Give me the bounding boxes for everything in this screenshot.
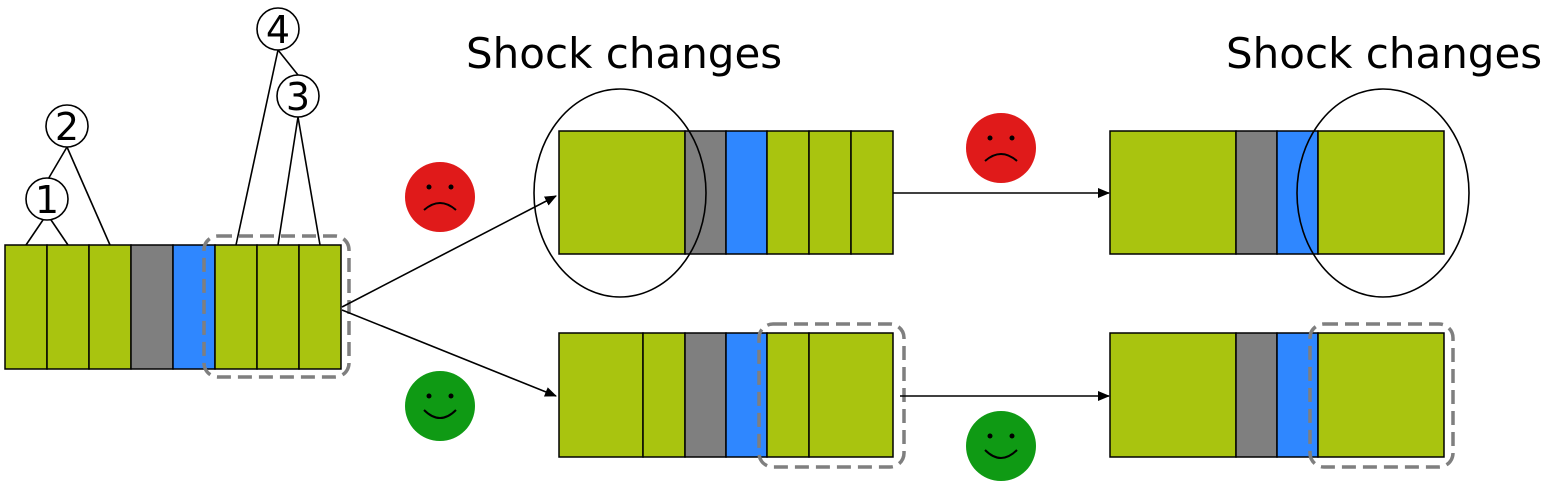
mesh-cell	[558, 332, 644, 458]
mesh-cell	[4, 244, 48, 370]
mesh-cell	[88, 244, 132, 370]
happy-face-icon	[966, 411, 1036, 481]
arrow-down	[341, 309, 557, 397]
mesh-cell	[46, 244, 90, 370]
mesh-cell-gray	[684, 332, 727, 458]
mesh-cell	[1109, 332, 1237, 458]
arrow-up	[341, 195, 557, 308]
mesh-cell	[1317, 130, 1445, 255]
mesh-cell	[766, 332, 810, 458]
tree-node-2: 2	[45, 104, 89, 149]
mesh-cell	[642, 332, 686, 458]
mesh-top-right	[1109, 88, 1470, 298]
title-shock-changes-left: Shock changes	[466, 29, 782, 78]
node-label-3: 3	[286, 75, 310, 119]
mesh-cell	[558, 130, 686, 255]
mesh-cell	[256, 244, 300, 370]
mesh-cell	[850, 130, 894, 255]
title-shock-changes-right: Shock changes	[1226, 29, 1542, 78]
tree-node-1: 1	[25, 177, 69, 222]
mesh-cell	[808, 332, 894, 458]
mesh-cell	[808, 130, 852, 255]
dashed-selection	[202, 234, 351, 379]
mesh-bottom-middle	[558, 322, 906, 469]
mesh-cell	[298, 244, 342, 370]
mesh-cell-blue	[1276, 332, 1319, 458]
initial-mesh	[4, 234, 351, 379]
mesh-cell-gray	[1235, 332, 1278, 458]
merge-tree	[25, 49, 321, 246]
mesh-cell	[1109, 130, 1237, 255]
mesh-bottom-right	[1109, 322, 1455, 469]
mesh-cell	[214, 244, 258, 370]
shock-ellipse	[1296, 88, 1470, 298]
node-label-2: 2	[55, 105, 79, 149]
happy-face-icon	[405, 371, 475, 441]
mesh-cell-blue	[725, 332, 768, 458]
mesh-cell	[766, 130, 810, 255]
node-label-1: 1	[35, 178, 59, 222]
sad-face-icon	[966, 113, 1036, 183]
mesh-cell-gray	[130, 244, 174, 370]
mesh-cell-gray	[1235, 130, 1278, 255]
mesh-top-middle	[533, 88, 894, 298]
node-label-4: 4	[266, 8, 290, 52]
tree-node-3: 3	[276, 74, 320, 119]
tree-node-4: 4	[256, 7, 300, 52]
sad-face-icon	[405, 162, 475, 232]
mesh-cell-blue	[172, 244, 216, 370]
mesh-cell	[1317, 332, 1445, 458]
shock-ellipse	[533, 88, 707, 298]
mesh-cell-blue	[725, 130, 768, 255]
dashed-selection	[1308, 322, 1455, 469]
